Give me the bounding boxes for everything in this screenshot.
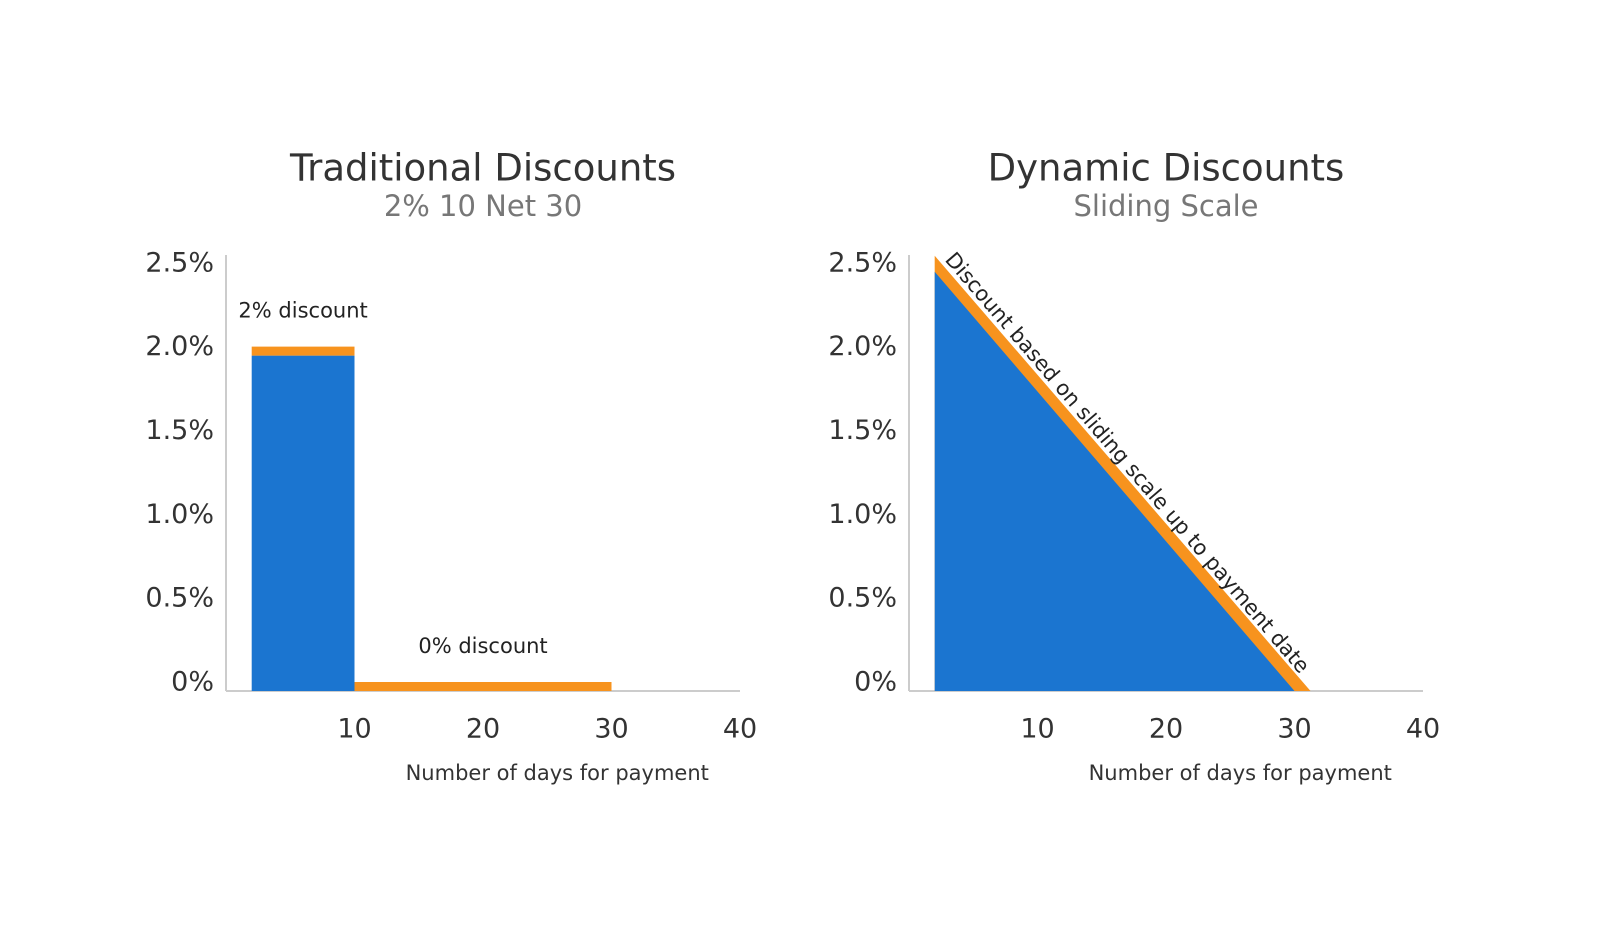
value-label: 2% discount (238, 299, 367, 323)
x-tick-label: 20 (466, 714, 500, 745)
y-tick-label: 1.0% (828, 499, 897, 530)
y-tick-label: 0.5% (828, 583, 897, 614)
y-tick-label: 1.0% (145, 499, 214, 530)
bar (251, 355, 355, 691)
x-tick-label: 40 (1406, 714, 1440, 745)
bar-cap (251, 346, 355, 356)
y-tick-label: 1.5% (145, 415, 214, 446)
y-tick-label: 0% (171, 667, 214, 698)
y-tick-label: 1.5% (828, 415, 897, 446)
y-tick-label: 0% (854, 667, 897, 698)
y-tick-label: 2.5% (828, 247, 897, 278)
x-axis-label: Number of days for payment (1089, 761, 1392, 785)
area (934, 271, 1295, 691)
x-tick-label: 30 (1277, 714, 1311, 745)
value-label: 0% discount (418, 634, 547, 658)
y-tick-label: 2.0% (145, 331, 214, 362)
chart-title: Traditional Discounts (289, 147, 676, 190)
y-tick-label: 0.5% (145, 583, 214, 614)
x-axis-label: Number of days for payment (406, 761, 709, 785)
y-tick-label: 2.5% (145, 247, 214, 278)
bar-cap (354, 682, 612, 691)
chart-title: Dynamic Discounts (988, 147, 1345, 190)
x-tick-label: 10 (1020, 714, 1054, 745)
y-tick-label: 2.0% (828, 331, 897, 362)
x-tick-label: 40 (723, 714, 757, 745)
x-tick-label: 30 (594, 714, 628, 745)
x-tick-label: 10 (337, 714, 371, 745)
chart-subtitle: 2% 10 Net 30 (384, 189, 582, 223)
x-tick-label: 20 (1149, 714, 1183, 745)
chart-subtitle: Sliding Scale (1073, 189, 1258, 223)
